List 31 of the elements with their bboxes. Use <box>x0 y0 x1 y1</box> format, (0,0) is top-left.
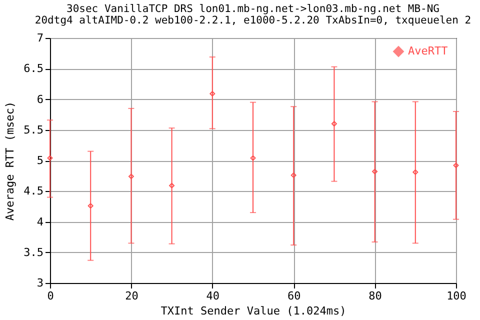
point <box>169 182 175 188</box>
point <box>210 91 216 96</box>
point <box>128 174 134 180</box>
point <box>250 155 256 161</box>
y-tick-label: 6 <box>36 92 44 106</box>
chart-subtitle: 20dtg4 altAIMD-0.2 web100-2.2.1, e1000-5.2.20 TxAbsIn=0, txqueuelen 2 <box>34 14 472 26</box>
x-tick-label: 100 <box>446 290 466 302</box>
x-tick-label: 60 <box>287 290 301 302</box>
point <box>331 121 337 126</box>
chart-title: 30sec VanillaTCP DRS lon01.mb-ng.net->lon03.mb-ng.net MB-NG <box>66 3 440 15</box>
y-tick-label: 5 <box>36 154 44 167</box>
point <box>47 155 53 161</box>
y-tick-label: 4 <box>36 215 44 228</box>
x-axis-title: TXInt Sender Value (1.024ms) <box>160 304 346 318</box>
point <box>453 162 459 168</box>
y-tick-label: 4.5 <box>24 184 44 198</box>
y-tick-label: 5.5 <box>24 123 44 136</box>
x-tick-label: 40 <box>206 290 220 302</box>
point <box>412 169 418 175</box>
y-axis-title: Average RTT (msec) <box>4 101 17 221</box>
point <box>88 203 94 209</box>
legend-label: AveRTT <box>408 44 448 58</box>
x-tick-label: 80 <box>368 290 382 302</box>
y-tick-label: 6.5 <box>24 62 44 76</box>
y-tick-label: 7 <box>36 32 44 44</box>
point <box>372 168 378 174</box>
point <box>290 172 296 178</box>
y-tick-label: 3.5 <box>24 246 44 259</box>
y-tick-label: 3 <box>36 276 44 290</box>
x-tick-label: 20 <box>125 290 138 302</box>
x-tick-label: 0 <box>47 290 54 302</box>
